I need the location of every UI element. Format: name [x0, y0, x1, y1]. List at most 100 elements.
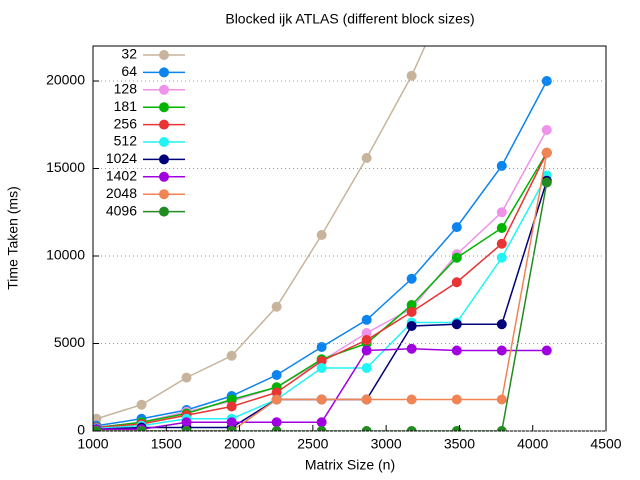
y-tick-label: 0 [77, 422, 85, 438]
point [496, 394, 507, 405]
series-line [96, 80, 548, 427]
point [406, 321, 417, 331]
point [406, 70, 417, 81]
point [361, 335, 372, 345]
plot-area [93, 46, 552, 431]
legend-label: 181 [114, 98, 138, 114]
point [406, 300, 417, 310]
legend-label: 32 [121, 46, 137, 62]
legend-marker [159, 154, 169, 165]
point [406, 307, 417, 317]
series-line [96, 182, 548, 431]
point [406, 273, 417, 284]
point [316, 394, 327, 405]
point [406, 426, 417, 431]
legend-marker [159, 119, 169, 130]
y-tick-label: 5000 [54, 334, 85, 350]
legend-label: 128 [114, 81, 138, 97]
point [451, 222, 462, 233]
legend-marker [159, 137, 169, 147]
legend-label: 2048 [106, 185, 137, 201]
x-tick-label: 1000 [77, 436, 108, 452]
point [541, 177, 552, 188]
point [271, 387, 282, 398]
point [316, 356, 327, 366]
legend-label: 256 [114, 115, 138, 131]
point [541, 125, 552, 135]
point [496, 223, 507, 233]
legend-marker [159, 102, 169, 113]
x-tick-label: 1500 [151, 436, 182, 452]
point [181, 417, 192, 428]
point [226, 350, 237, 361]
legend-label: 1402 [106, 168, 137, 184]
point [406, 394, 417, 405]
legend-marker [159, 67, 169, 78]
point [271, 370, 282, 380]
y-tick-label: 10000 [46, 247, 85, 263]
x-axis-label: Matrix Size (n) [305, 457, 395, 473]
point [181, 372, 192, 383]
legend-label: 4096 [106, 202, 137, 218]
point [271, 417, 282, 428]
point [451, 394, 462, 405]
y-tick-label: 15000 [46, 159, 85, 175]
point [496, 207, 507, 218]
legend-label: 64 [121, 63, 137, 79]
point [271, 394, 282, 405]
legend-label: 1024 [106, 150, 137, 166]
point [451, 345, 462, 356]
point [496, 160, 507, 171]
point [316, 363, 327, 373]
x-tick-label: 2000 [224, 436, 255, 452]
legend-label: 512 [114, 133, 138, 149]
point [271, 301, 282, 312]
point [316, 426, 327, 431]
point [406, 343, 417, 354]
x-tick-label: 4500 [590, 436, 621, 452]
point [136, 399, 147, 410]
point [136, 426, 147, 431]
point [226, 417, 237, 428]
point [361, 314, 372, 325]
y-axis-label: Time Taken (ms) [5, 186, 21, 289]
legend-marker [159, 171, 169, 182]
point [226, 394, 237, 405]
chart-title: Blocked ijk ATLAS (different block sizes… [225, 11, 474, 27]
point [361, 153, 372, 163]
point [496, 426, 507, 431]
point [451, 277, 462, 288]
point [496, 252, 507, 263]
point [181, 426, 192, 431]
x-tick-label: 3500 [444, 436, 475, 452]
y-tick-label: 20000 [46, 72, 85, 88]
point [451, 319, 462, 330]
point [361, 426, 372, 431]
point [496, 319, 507, 330]
point [451, 252, 462, 263]
legend-marker [159, 206, 169, 217]
point [361, 328, 372, 338]
point [541, 147, 552, 158]
legend-marker [159, 50, 169, 60]
point [361, 345, 372, 356]
point [93, 426, 102, 431]
x-tick-label: 4000 [517, 436, 548, 452]
point [316, 230, 327, 240]
legend-marker [159, 189, 169, 200]
point [496, 238, 507, 249]
point [496, 345, 507, 356]
point [541, 76, 552, 86]
point [361, 363, 372, 373]
point [226, 426, 237, 431]
point [316, 417, 327, 428]
x-tick-label: 3000 [371, 436, 402, 452]
x-tick-label: 2500 [297, 436, 328, 452]
legend-marker [159, 84, 169, 95]
point [541, 345, 552, 356]
point [271, 426, 282, 431]
point [361, 394, 372, 405]
point [316, 342, 327, 352]
point [226, 401, 237, 412]
